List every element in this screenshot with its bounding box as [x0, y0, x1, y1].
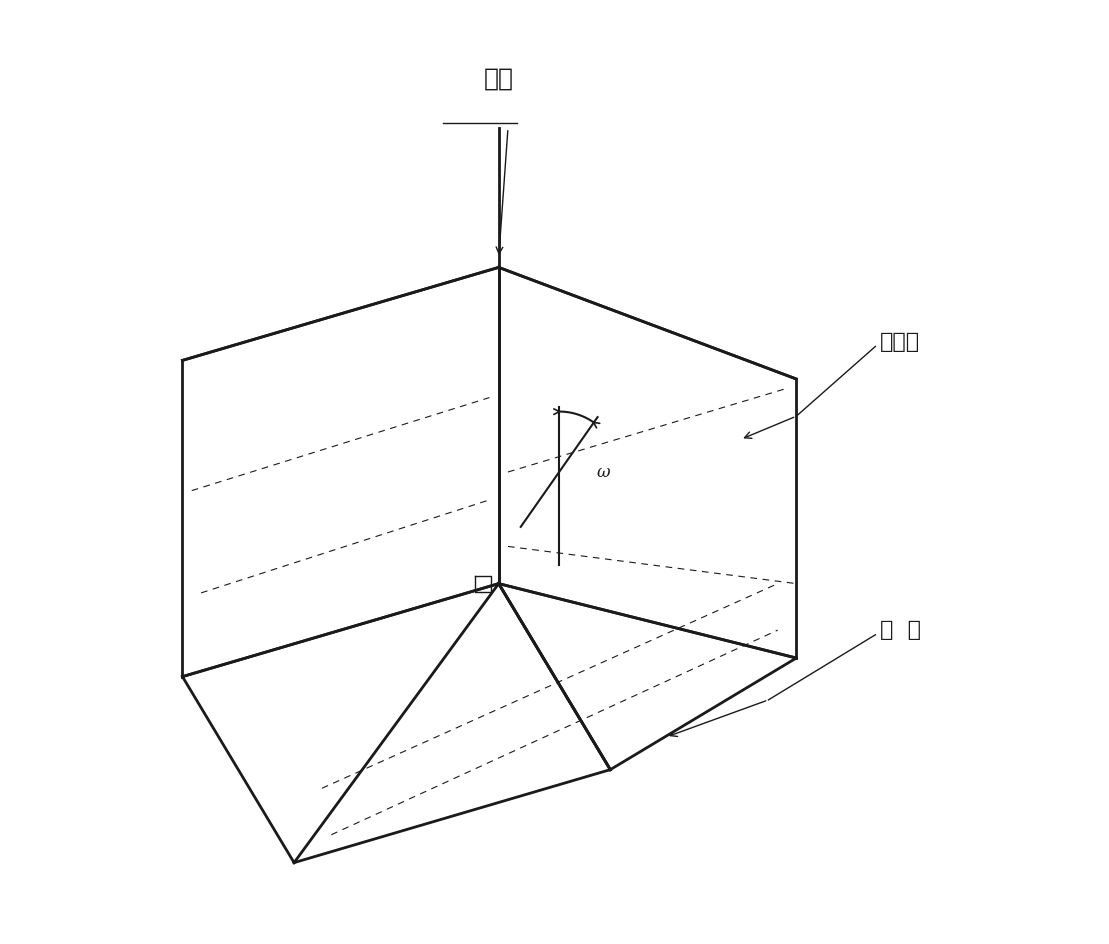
Text: 加工面: 加工面: [881, 331, 920, 352]
Text: ω: ω: [597, 464, 610, 480]
Text: 交线: 交线: [484, 67, 513, 91]
Text: 晶  面: 晶 面: [881, 620, 922, 640]
